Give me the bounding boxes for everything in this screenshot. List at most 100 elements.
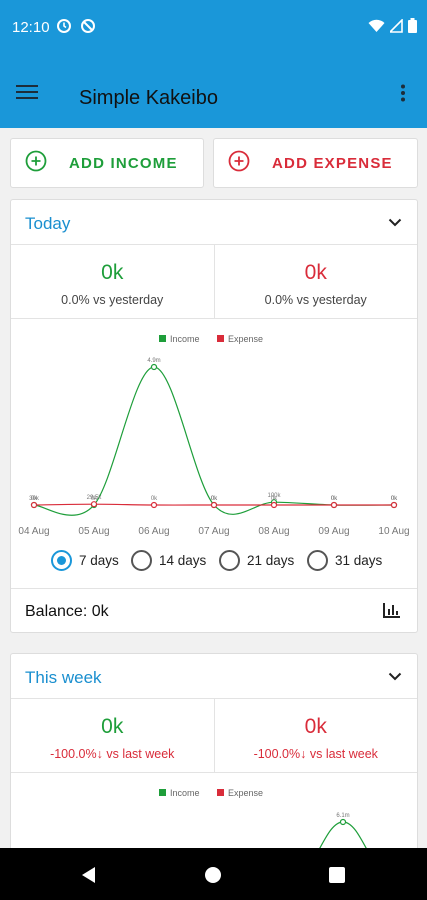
legend-swatch-expense [217, 789, 224, 796]
system-navigation-bar [0, 848, 427, 900]
income-data-point [339, 818, 347, 826]
recents-icon[interactable] [328, 866, 346, 889]
today-expense-comparison: 0.0% vs yesterday [264, 293, 367, 307]
x-axis-tick-label: 05 Aug [78, 526, 109, 537]
expense-data-point [90, 501, 98, 508]
do-not-disturb-icon [80, 18, 96, 39]
range-label: 31 days [335, 553, 383, 568]
income-data-label: 4.9m [147, 358, 160, 364]
income-data-label: 0k [331, 496, 338, 502]
balance-text: Balance: 0k [25, 603, 109, 620]
alarm-icon [56, 18, 72, 39]
x-axis-tick-label: 08 Aug [258, 526, 289, 537]
plus-circle-icon [228, 150, 250, 177]
hamburger-icon [16, 85, 38, 99]
today-stats: 0k 0.0% vs yesterday 0k 0.0% vs yesterda… [11, 245, 417, 319]
legend-swatch-income [159, 789, 166, 796]
x-axis-tick-label: 10 Aug [378, 526, 409, 537]
income-data-label: 0k [91, 496, 98, 502]
expense-data-label: 0k [391, 496, 398, 502]
add-expense-label: ADD EXPENSE [272, 154, 393, 172]
status-bar: 12:10 [0, 0, 427, 56]
week-income-value: 0k [101, 715, 124, 738]
range-label: 21 days [247, 553, 295, 568]
range-label: 14 days [159, 553, 207, 568]
expense-data-point [390, 501, 398, 509]
radio-unselected-icon[interactable] [219, 550, 240, 571]
app-bar: Simple Kakeibo [0, 56, 427, 128]
expense-data-label: 30k [29, 496, 40, 502]
this-week-card: This week 0k -100.0%↓ vs last week 0k -1… [10, 653, 418, 873]
range-label: 7 days [79, 553, 119, 568]
radio-unselected-icon[interactable] [131, 550, 152, 571]
income-data-label: 0k [211, 496, 218, 502]
radio-selected-icon[interactable] [51, 550, 72, 571]
back-icon[interactable] [80, 866, 98, 889]
today-income-value: 0k [101, 261, 124, 284]
income-series-line [33, 366, 395, 516]
today-expense-value: 0k [304, 261, 327, 284]
week-expense-value: 0k [304, 715, 327, 738]
income-data-label: 100k [267, 493, 281, 499]
range-option-7-days[interactable]: 7 days [51, 550, 119, 571]
legend-label-income: Income [170, 788, 200, 798]
balance-row: Balance: 0k [11, 588, 417, 632]
today-income-stat: 0k 0.0% vs yesterday [11, 245, 214, 318]
expense-data-point [330, 501, 338, 509]
home-icon[interactable] [204, 866, 222, 889]
app-title: Simple Kakeibo [79, 87, 218, 109]
x-axis-tick-label: 04 Aug [18, 526, 49, 537]
status-time: 12:10 [12, 19, 50, 36]
x-axis-tick-label: 09 Aug [318, 526, 349, 537]
more-vertical-icon [401, 84, 405, 102]
income-data-label: 6.1m [336, 813, 349, 819]
bar-chart-icon[interactable] [383, 602, 401, 623]
income-data-point [150, 363, 158, 371]
expense-data-label: 0k [271, 496, 278, 502]
add-income-button[interactable]: ADD INCOME [10, 138, 204, 188]
expense-data-label: 0k [151, 496, 158, 502]
add-income-label: ADD INCOME [69, 154, 178, 172]
today-expense-stat: 0k 0.0% vs yesterday [213, 245, 418, 318]
this-week-stats: 0k -100.0%↓ vs last week 0k -100.0%↓ vs … [11, 699, 417, 773]
expense-data-label: 29.5k [87, 495, 103, 501]
income-data-label: 0k [391, 496, 398, 502]
today-card-header[interactable]: Today [11, 200, 417, 245]
today-title: Today [25, 214, 71, 233]
legend-swatch-expense [217, 335, 224, 342]
today-card: Today 0k 0.0% vs yesterday 0k 0.0% vs ye… [10, 199, 418, 633]
expense-data-label: 0k [331, 496, 338, 502]
range-option-21-days[interactable]: 21 days [219, 550, 294, 571]
more-options-button[interactable] [393, 84, 413, 108]
legend-label-expense: Expense [228, 334, 263, 344]
menu-button[interactable] [16, 80, 46, 104]
legend-label-expense: Expense [228, 788, 263, 798]
this-week-title: This week [25, 668, 102, 687]
week-expense-comparison: -100.0%↓ vs last week [253, 747, 378, 761]
x-axis-tick-label: 07 Aug [198, 526, 229, 537]
this-week-line-chart: Income Expense 6.1m [159, 788, 371, 854]
chevron-down-icon[interactable] [387, 668, 403, 689]
x-axis-tick-label: 06 Aug [138, 526, 169, 537]
legend-swatch-income [159, 335, 166, 342]
chevron-down-icon[interactable] [387, 214, 403, 235]
today-income-comparison: 0.0% vs yesterday [61, 293, 164, 307]
expense-data-point [270, 501, 278, 509]
expense-data-label: 0k [211, 496, 218, 502]
battery-icon [408, 18, 417, 38]
expense-data-point [210, 501, 218, 509]
add-expense-button[interactable]: ADD EXPENSE [213, 138, 418, 188]
range-option-14-days[interactable]: 14 days [131, 550, 206, 571]
this-week-card-header[interactable]: This week [11, 654, 417, 699]
cell-signal-icon [388, 17, 403, 38]
range-selector: 7 days 14 days 21 days 31 days [11, 550, 417, 576]
range-option-31-days[interactable]: 31 days [307, 550, 382, 571]
income-data-label: 0k [31, 496, 38, 502]
wifi-icon [368, 19, 385, 38]
week-income-stat: 0k -100.0%↓ vs last week [11, 699, 214, 772]
week-income-comparison: -100.0%↓ vs last week [50, 747, 175, 761]
legend-label-income: Income [170, 334, 200, 344]
radio-unselected-icon[interactable] [307, 550, 328, 571]
week-expense-stat: 0k -100.0%↓ vs last week [213, 699, 418, 772]
